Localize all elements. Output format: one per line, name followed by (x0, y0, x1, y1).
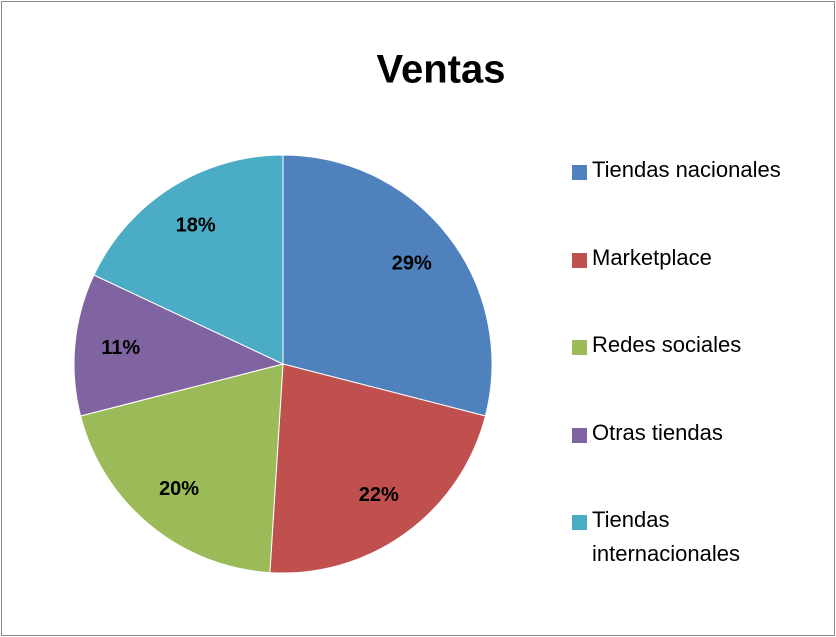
legend-swatch (572, 253, 587, 268)
legend-item: Tiendas internacionales (572, 507, 807, 571)
pie-slice (269, 363, 487, 574)
data-label: 18% (176, 215, 216, 237)
legend-item: Tiendas nacionales (572, 157, 807, 187)
legend-label: Tiendas nacionales (592, 157, 781, 182)
legend-swatch (572, 428, 587, 443)
legend-item: Redes sociales (572, 332, 807, 362)
data-label: 11% (101, 337, 140, 359)
data-label: 22% (359, 484, 399, 506)
legend-swatch (572, 515, 587, 530)
data-label: 20% (159, 478, 199, 500)
pie-slice (73, 274, 285, 417)
legend-label: Otras tiendas (592, 420, 723, 445)
pie-slice (79, 363, 284, 574)
legend-item: Otras tiendas (572, 420, 807, 450)
chart-title: Ventas (377, 48, 506, 92)
legend-swatch (572, 165, 587, 180)
pie-slice (93, 154, 284, 365)
pie-slice (282, 154, 493, 417)
legend-label: Redes sociales (592, 332, 742, 357)
legend-label: Tiendas internacionales (592, 507, 740, 566)
legend-item: Marketplace (572, 245, 807, 275)
legend-swatch (572, 340, 587, 355)
legend-label: Marketplace (592, 245, 712, 270)
data-label: 29% (392, 252, 432, 274)
